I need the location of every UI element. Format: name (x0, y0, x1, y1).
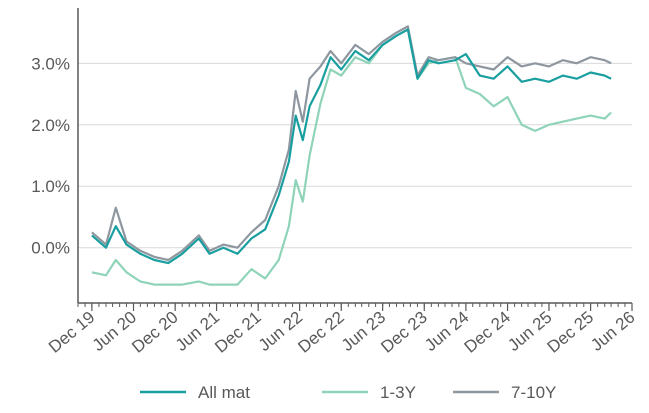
x-tick-label: Dec 21 (211, 308, 264, 357)
y-tick-label: 2.0% (31, 116, 70, 135)
x-tick-label: Dec 19 (45, 308, 98, 357)
gridlines (78, 62, 632, 249)
x-tick-label: Dec 24 (461, 308, 514, 357)
y-tick-label: 0.0% (31, 239, 70, 258)
x-tick-label: Dec 20 (128, 308, 181, 357)
legend: All mat 1-3Y 7-10Y (140, 383, 556, 402)
y-tick-label: 3.0% (31, 54, 70, 73)
y-tick-label: 1.0% (31, 177, 70, 196)
series-line-0 (91, 28, 612, 265)
legend-label: All mat (198, 383, 250, 402)
y-axis-tick-labels: 0.0% 1.0% 2.0% 3.0% (31, 54, 70, 257)
x-tick-label: Dec 25 (544, 308, 597, 357)
legend-label: 7-10Y (511, 383, 556, 402)
legend-label: 1-3Y (380, 383, 416, 402)
x-tick-label: Dec 22 (294, 308, 347, 357)
x-tick-label: Dec 23 (377, 308, 430, 357)
series-line-2 (91, 25, 612, 262)
x-tick-label: Jun 26 (587, 308, 638, 355)
series-lines (91, 25, 612, 286)
series-line-1 (91, 28, 612, 286)
